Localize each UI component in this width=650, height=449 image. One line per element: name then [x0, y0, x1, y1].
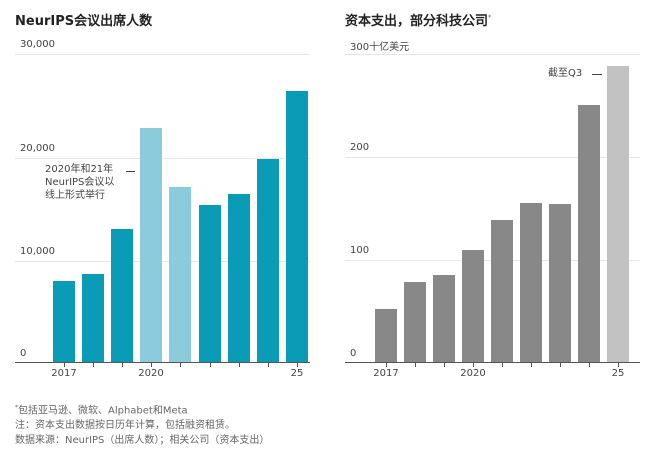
- source-note: 数据来源：NeurIPS（出席人数）；相关公司（资本支出）: [15, 435, 270, 447]
- tick: [531, 363, 532, 367]
- capex-plot-area: 300十亿美元 200 100 0 2017 2020 25 截至Q3: [345, 42, 640, 379]
- footnote-companies: *包括亚马逊、微软、Alphabet和Meta: [15, 400, 269, 418]
- gridline-30000: [15, 54, 310, 55]
- tick: [93, 363, 94, 367]
- bar-2024: [578, 105, 600, 363]
- attendance-chart-title: NeurIPS会议出席人数: [15, 14, 153, 29]
- online-annotation: 2020年和21年 NeurIPS会议以 线上形式举行: [45, 163, 114, 202]
- capex-title-text: 资本支出，部分科技公司: [345, 14, 489, 29]
- bar-2019: [111, 229, 133, 363]
- bar-2020: [462, 250, 484, 363]
- footnote-text: 包括亚马逊、微软、Alphabet和Meta: [18, 405, 188, 417]
- tick: [239, 363, 240, 367]
- tick: [64, 363, 65, 367]
- tick: [210, 363, 211, 367]
- attendance-plot-area: 30,000 20,000 10,000 0 2017 2020 25 2020…: [15, 39, 310, 379]
- gridline-20000: [15, 158, 310, 159]
- capex-chart-title: 资本支出，部分科技公司*: [345, 10, 492, 29]
- bar-2018: [82, 274, 104, 363]
- tick: [589, 363, 590, 367]
- bar-2025: [607, 66, 629, 363]
- tick: [122, 363, 123, 367]
- bar-2018: [404, 282, 426, 363]
- bar-2020: [140, 128, 162, 363]
- y-label-30000: 30,000: [20, 39, 55, 50]
- bar-2017: [375, 309, 397, 363]
- x-label-2025: 25: [611, 368, 625, 379]
- annotation-line-3: 线上形式举行: [45, 190, 105, 201]
- x-axis-line: [15, 362, 310, 363]
- y-label-300: 300十亿美元: [350, 42, 410, 53]
- x-axis-line: [345, 362, 640, 363]
- tick: [618, 363, 619, 367]
- footnote-mark: *: [488, 13, 492, 22]
- bar-2023: [549, 204, 571, 363]
- q3-annotation: 截至Q3: [548, 68, 583, 79]
- tick: [297, 363, 298, 367]
- tick: [502, 363, 503, 367]
- attendance-chart-panel: NeurIPS会议出席人数 30,000 20,000 10,000 0 201…: [0, 0, 310, 395]
- footnotes: *包括亚马逊、微软、Alphabet和Meta 注：资本支出数据按日历年计算，包…: [15, 400, 269, 448]
- tick: [180, 363, 181, 367]
- bar-2021: [169, 187, 191, 363]
- tick: [151, 363, 152, 367]
- tick: [444, 363, 445, 367]
- y-label-0: 0: [20, 348, 27, 359]
- capex-chart-panel: 资本支出，部分科技公司* 300十亿美元 200 100 0 2017 2020…: [335, 0, 645, 395]
- x-label-2020: 2020: [138, 368, 164, 379]
- tick: [473, 363, 474, 367]
- x-label-2020: 2020: [460, 368, 486, 379]
- bar-2019: [433, 275, 455, 363]
- note-calendar: 注：资本支出数据按日历年计算，包括融资租赁。: [15, 420, 235, 432]
- bar-2024: [257, 159, 279, 363]
- tick: [268, 363, 269, 367]
- annotation-line-2: NeurIPS会议以: [45, 177, 115, 188]
- gridline-10000: [15, 261, 310, 262]
- bar-2021: [491, 220, 513, 363]
- y-label-100: 100: [350, 245, 370, 256]
- gridline-300: [345, 54, 640, 55]
- bar-2017: [53, 281, 75, 363]
- q3-leader: [592, 74, 602, 75]
- tick: [386, 363, 387, 367]
- annotation-leader: [126, 171, 135, 172]
- y-label-0: 0: [350, 348, 357, 359]
- annotation-line-1: 2020年和21年: [45, 164, 114, 175]
- bar-2022: [520, 203, 542, 363]
- tick: [560, 363, 561, 367]
- y-label-200: 200: [350, 142, 370, 153]
- x-label-2025: 25: [290, 368, 304, 379]
- tick: [415, 363, 416, 367]
- x-label-2017: 2017: [373, 368, 399, 379]
- x-label-2017: 2017: [51, 368, 77, 379]
- footnote-mark: *: [15, 404, 18, 411]
- bar-2022: [199, 205, 221, 363]
- bar-2025: [286, 91, 308, 363]
- gridline-200: [345, 157, 640, 158]
- y-label-20000: 20,000: [20, 143, 55, 154]
- y-label-10000: 10,000: [20, 246, 55, 257]
- bar-2023: [228, 194, 250, 363]
